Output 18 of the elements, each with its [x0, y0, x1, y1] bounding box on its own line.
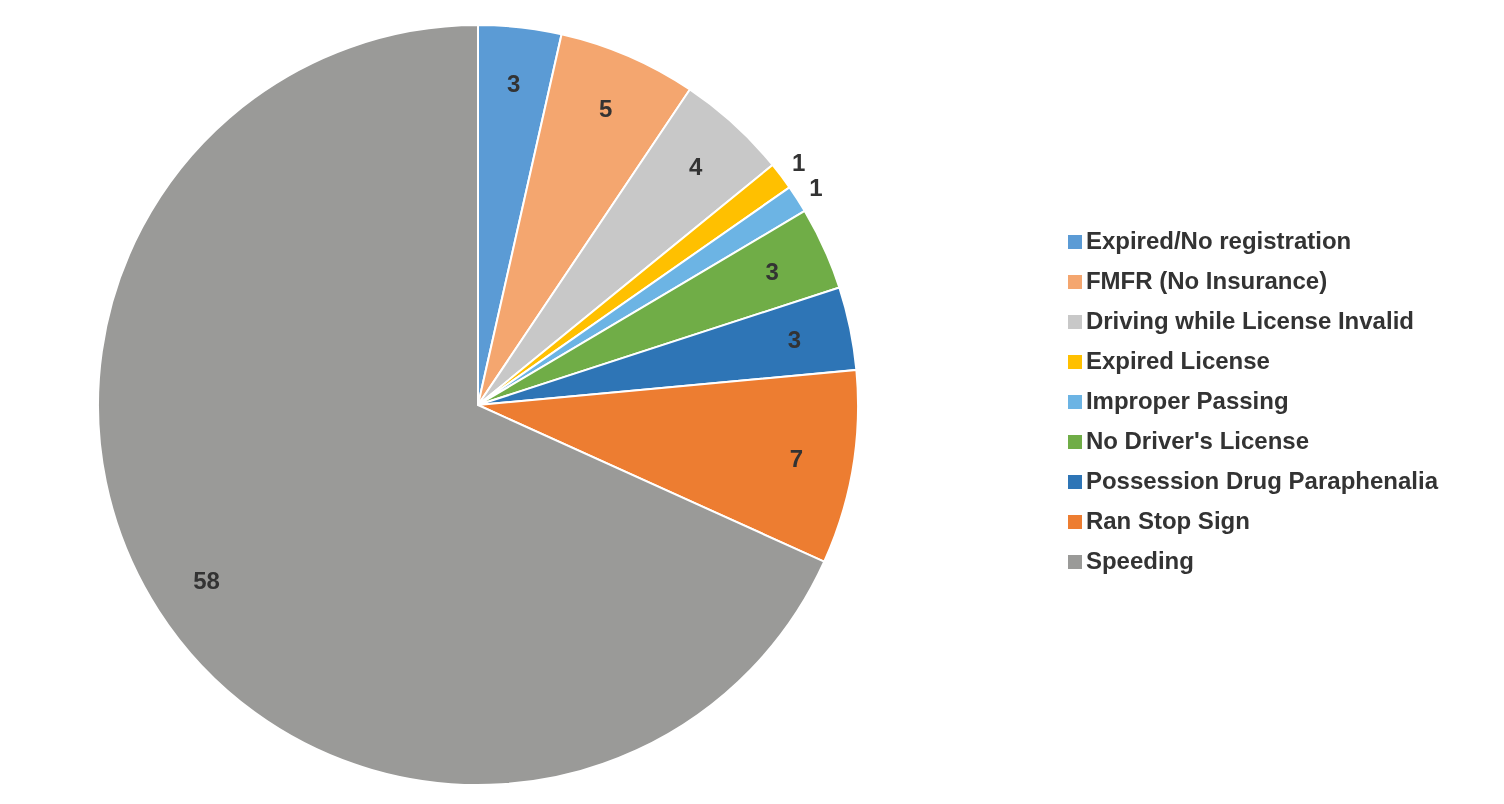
data-label: 3 — [765, 258, 779, 286]
data-label: 5 — [599, 94, 613, 122]
data-label: 7 — [789, 444, 804, 472]
legend-label: Driving while License Invalid — [1085, 306, 1414, 334]
data-label: 3 — [787, 326, 802, 354]
data-label: 58 — [193, 566, 220, 594]
legend-label: Expired/No registration — [1085, 226, 1352, 254]
legend-label: No Driver's License — [1085, 426, 1310, 454]
legend-label: Expired License — [1085, 346, 1270, 374]
data-label: 3 — [507, 70, 521, 98]
legend-label: FMFR (No Insurance) — [1085, 266, 1328, 294]
legend-label: Ran Stop Sign — [1085, 506, 1250, 534]
legend-label: Improper Passing — [1085, 386, 1289, 414]
data-label: 4 — [688, 152, 703, 180]
legend-label: Speeding — [1085, 546, 1194, 574]
data-label: 1 — [792, 149, 806, 177]
legend-label: Possession Drug Paraphenalia — [1085, 466, 1438, 494]
data-label: 1 — [809, 173, 823, 201]
